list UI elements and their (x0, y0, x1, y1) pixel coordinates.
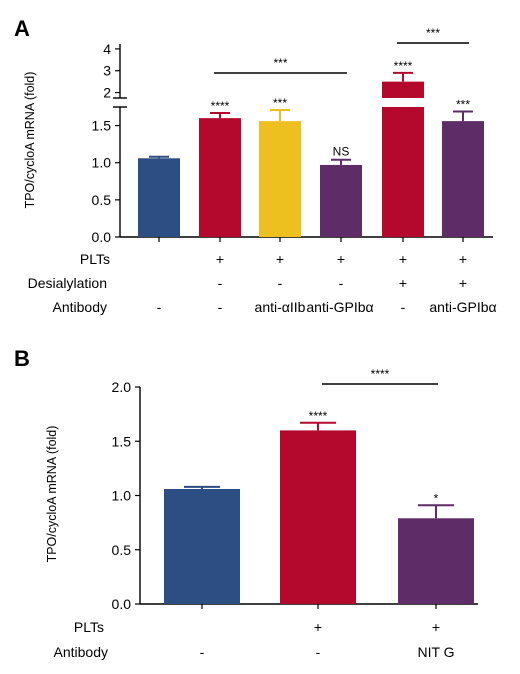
panel-a-bar (320, 164, 362, 237)
panel-a-condition-value: - (278, 275, 283, 291)
panel-b-condition-label: Antibody (54, 644, 108, 660)
panel-a-condition-value: - (218, 275, 223, 291)
panel-b-y-tick-label: 0.0 (112, 596, 132, 612)
panel-b-bar (280, 430, 356, 604)
panel-a-condition-value: + (337, 251, 345, 267)
panel-a-y-tick-label: 4 (103, 41, 111, 57)
panel-a-condition-label: PLTs (80, 251, 110, 267)
panel-b-condition-value: + (314, 619, 322, 635)
panel-a-condition-label: Antibody (53, 299, 107, 315)
panel-b-bar (398, 518, 474, 604)
panel-a-condition-value: - (157, 299, 162, 315)
panel-a-letter: A (14, 16, 30, 41)
panel-a-significance-label: **** (211, 99, 230, 113)
panel-a-comparison-label: *** (273, 56, 287, 70)
panel-a-y-tick-label: 3 (103, 63, 111, 79)
panel-b-condition-value: - (316, 644, 321, 660)
panel-a-condition-value: - (218, 299, 223, 315)
panel-a-y-tick-label: 0.0 (92, 229, 112, 245)
panel-a-bar-break-gap (381, 98, 425, 107)
panel-a-y-tick-label: 2 (103, 85, 111, 101)
panel-b-significance-label: **** (309, 409, 328, 423)
panel-a-y-tick-label: 0.5 (92, 192, 112, 208)
panel-a-y-axis-title: TPO/cycloA mRNA (fold) (23, 72, 37, 209)
panel-a-comparison-label: *** (426, 26, 440, 40)
panel-a-condition-value: + (459, 251, 467, 267)
panel-a-condition-value: + (216, 251, 224, 267)
panel-a-bar (442, 121, 484, 237)
panel-a-significance-label: **** (394, 59, 413, 73)
panel-a-significance-label: NS (333, 145, 350, 159)
panel-b-condition-value: + (432, 619, 440, 635)
panel-b-y-tick-label: 2.0 (112, 379, 132, 395)
panel-a-condition-value: - (339, 275, 344, 291)
panel-a-condition-value: + (459, 275, 467, 291)
panel-a-bar (259, 121, 301, 237)
panel-a-condition-value: + (399, 251, 407, 267)
panel-a-y-tick-label: 1.5 (92, 118, 112, 134)
panel-b-y-tick-label: 1.0 (112, 488, 132, 504)
panel-b-y-axis-title: TPO/cycloA mRNA (fold) (45, 426, 59, 563)
panel-a-condition-value: + (276, 251, 284, 267)
panel-b-y-tick-label: 0.5 (112, 542, 132, 558)
panel-a-condition-value: - (401, 299, 406, 315)
panel-a-bar (382, 81, 424, 238)
panel-b-condition-value: NIT G (417, 644, 454, 660)
panel-b-condition-label: PLTs (74, 619, 104, 635)
panel-a-condition-label: Desialylation (28, 275, 107, 291)
panel-a-condition-value: anti-αIIb (255, 299, 306, 315)
panel-b-bar (164, 488, 240, 604)
panel-b-letter: B (14, 346, 30, 371)
panel-a-condition-value: anti-GPIbα (429, 299, 496, 315)
panel-a-condition-value: + (399, 275, 407, 291)
panel-b-plot: 0.00.51.01.52.0*********PLTs + +Antibody - -… (54, 367, 478, 660)
panel-a-bar (138, 158, 180, 237)
panel-b-y-tick-label: 1.5 (112, 433, 132, 449)
panel-b-condition-value: - (200, 644, 205, 660)
panel-a-y-tick-label: 1.0 (92, 155, 112, 171)
panel-a-significance-label: *** (456, 97, 470, 111)
panel-a-condition-value: anti-GPIbα (306, 299, 373, 315)
panel-a-bar (199, 118, 241, 237)
panel-b-significance-label: * (434, 491, 439, 505)
panel-a-significance-label: *** (273, 96, 287, 110)
panel-b-comparison-label: **** (371, 367, 390, 381)
